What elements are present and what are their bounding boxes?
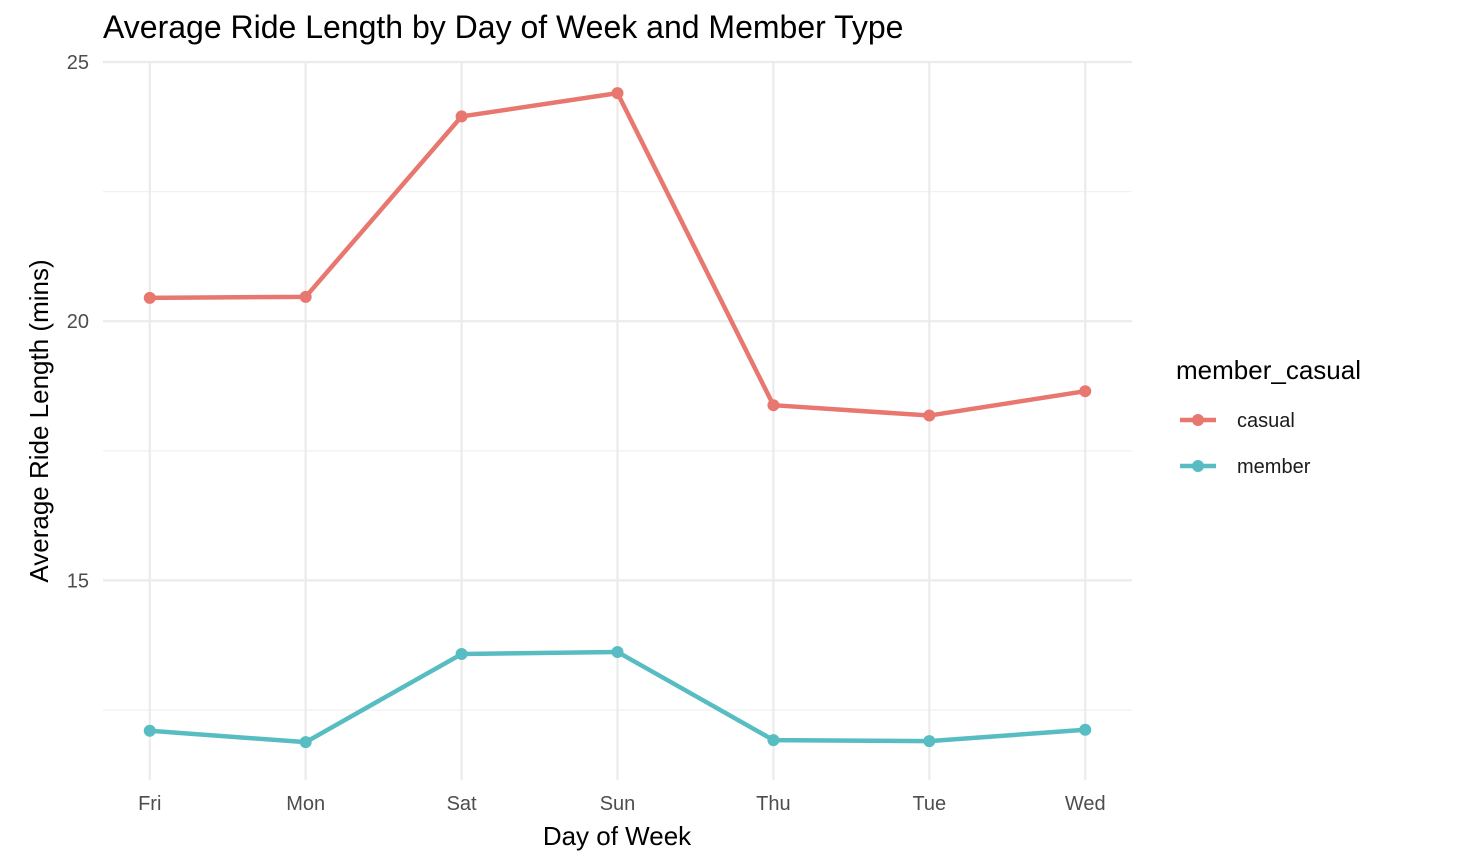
data-point-member <box>1079 723 1092 736</box>
data-point-casual <box>455 110 468 123</box>
x-tick-label: Sat <box>447 793 477 815</box>
data-point-member <box>299 736 312 749</box>
data-point-casual <box>1079 385 1092 398</box>
data-point-member <box>923 735 936 748</box>
legend-title: member_casual <box>1176 355 1361 385</box>
legend: member_casual casual member <box>1176 355 1361 478</box>
x-tick-label: Sun <box>600 793 636 815</box>
legend-label-casual: casual <box>1237 410 1295 432</box>
x-tick-label: Wed <box>1065 793 1106 815</box>
data-point-member <box>455 648 468 661</box>
x-axis-title: Day of Week <box>543 821 692 851</box>
y-tick-label: 15 <box>67 570 89 592</box>
x-tick-label: Fri <box>138 793 161 815</box>
data-point-member <box>611 645 624 658</box>
x-tick-label: Tue <box>912 793 946 815</box>
data-point-casual <box>611 87 624 100</box>
x-tick-label: Mon <box>286 793 325 815</box>
data-point-casual <box>299 290 312 303</box>
y-axis-title: Average Ride Length (mins) <box>24 259 54 582</box>
data-point-member <box>143 724 156 737</box>
series-layer <box>143 87 1092 749</box>
chart-title: Average Ride Length by Day of Week and M… <box>103 9 903 45</box>
grid-layer <box>103 60 1132 780</box>
y-tick-label: 20 <box>67 311 89 333</box>
x-tick-label: Thu <box>756 793 790 815</box>
data-point-casual <box>767 399 780 412</box>
legend-label-member: member <box>1237 456 1311 478</box>
legend-key-point-casual <box>1192 414 1204 426</box>
data-point-casual <box>143 291 156 304</box>
legend-key-point-member <box>1192 460 1204 472</box>
data-point-casual <box>923 409 936 422</box>
y-tick-label: 25 <box>67 52 89 74</box>
axis-layer: 15 20 25 Fri Mon Sat Sun Thu Tue Wed <box>67 52 1106 815</box>
data-point-member <box>767 734 780 747</box>
